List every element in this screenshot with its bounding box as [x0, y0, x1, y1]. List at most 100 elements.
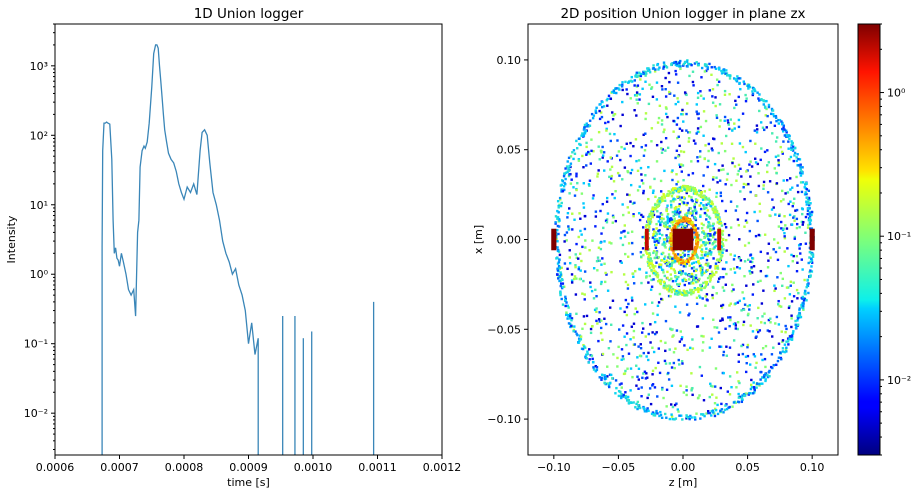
heatmap-cell [709, 276, 712, 280]
heatmap-cell [750, 271, 754, 274]
heatmap-cell [781, 228, 785, 232]
heatmap-cell [574, 265, 577, 269]
heatmap-cell [719, 168, 723, 172]
heatmap-cell [621, 203, 624, 206]
heatmap-cell [709, 253, 713, 256]
heatmap-cell [559, 282, 563, 285]
heatmap-cell [663, 286, 667, 290]
heatmap-cell [602, 105, 606, 108]
heatmap-cell [560, 201, 563, 205]
heatmap-cell [805, 188, 809, 191]
heatmap-cell [622, 357, 625, 361]
heatmap-cell [674, 69, 677, 73]
heatmap-cell [647, 102, 651, 106]
heatmap-cell [802, 301, 805, 305]
heatmap-cell [711, 411, 715, 414]
heatmap-cell [631, 252, 634, 256]
heatmap-cell [684, 184, 687, 188]
heatmap-cell [662, 65, 666, 69]
heatmap-cell [708, 199, 711, 202]
heatmap-cell [579, 143, 582, 147]
heatmap-cell [700, 413, 703, 416]
heatmap-cell [674, 255, 678, 258]
heatmap-cell [607, 120, 610, 124]
heatmap-cell [652, 189, 655, 192]
heatmap-cell [722, 248, 725, 251]
heatmap-cell [705, 258, 709, 262]
heatmap-cell [737, 163, 741, 167]
heatmap-cell [777, 342, 781, 345]
heatmap-cell [806, 283, 809, 286]
heatmap-cell [716, 266, 719, 270]
heatmap-cell [717, 277, 721, 280]
heatmap-cell [599, 103, 602, 106]
heatmap-cell [681, 108, 684, 112]
heatmap-cell [764, 365, 767, 369]
heatmap-cell [749, 190, 752, 194]
heatmap-cell [564, 167, 567, 170]
heatmap-cell [672, 227, 675, 230]
heatmap-cell [738, 142, 742, 145]
heatmap-cell [781, 340, 784, 343]
heatmap-cell [675, 123, 679, 126]
heatmap-cell [616, 356, 619, 360]
x-tick-label: 0.0011 [358, 461, 397, 474]
heatmap-cell [769, 321, 772, 324]
heatmap-cell [674, 73, 678, 76]
heatmap-cell [763, 321, 767, 325]
heatmap-cell [579, 269, 582, 272]
heatmap-cell [665, 194, 668, 197]
heatmap-cell [642, 351, 645, 355]
heatmap-cell [657, 256, 661, 259]
heatmap-cell [564, 298, 567, 302]
heatmap-cell [773, 124, 777, 128]
heatmap-cell [573, 194, 577, 197]
heatmap-cell [699, 150, 702, 153]
heatmap-cell [679, 258, 682, 261]
heatmap-cell [704, 253, 707, 256]
heatmap-cell [609, 156, 612, 159]
heatmap-cell [695, 242, 698, 245]
heatmap-cell [630, 401, 633, 405]
heatmap-cell [757, 97, 760, 100]
heatmap-cell [788, 337, 791, 341]
heatmap-cell [708, 395, 711, 399]
heatmap-cell [714, 407, 717, 411]
heatmap-cell [677, 62, 680, 66]
y-tick-label: 10¹ [30, 199, 48, 212]
heatmap-cell [566, 160, 569, 163]
heatmap-cell [606, 375, 609, 378]
heatmap-cell [565, 239, 568, 242]
heatmap-cell [708, 346, 712, 349]
heatmap-cell [610, 242, 613, 245]
heatmap-cell [700, 334, 703, 338]
heatmap-cell [556, 228, 559, 232]
heatmap-cell [643, 149, 647, 152]
heatmap-cell [693, 62, 697, 65]
heatmap-cell [685, 303, 689, 306]
heatmap-cell [782, 124, 786, 127]
heatmap-cell [724, 283, 728, 286]
heatmap-cell [689, 346, 692, 350]
heatmap-cell [644, 117, 647, 121]
heatmap-cell [733, 271, 737, 274]
heatmap-cell [728, 375, 732, 378]
heatmap-cell [756, 382, 759, 385]
heatmap-cell [762, 180, 766, 184]
heatmap-cell [732, 77, 736, 80]
heatmap-cell [722, 353, 725, 357]
heatmap-cell [663, 128, 666, 131]
heatmap-cell [670, 413, 673, 416]
heatmap-cell [654, 206, 658, 210]
heatmap-cell [595, 319, 598, 323]
heatmap-cell [760, 302, 764, 305]
heatmap-cell [671, 210, 675, 214]
heatmap-cell [781, 127, 784, 131]
heatmap-cell [700, 286, 703, 290]
heatmap-cell [735, 80, 739, 83]
heatmap-cell [785, 179, 789, 182]
heatmap-cell [693, 416, 696, 419]
heatmap-cell [700, 66, 704, 70]
heatmap-cell [763, 357, 767, 361]
heatmap-cell [650, 86, 654, 89]
